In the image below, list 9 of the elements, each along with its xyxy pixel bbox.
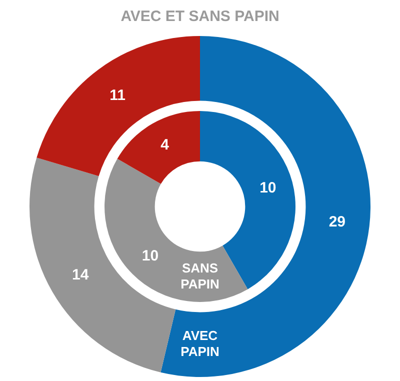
slice-label: AVEC PAPIN: [180, 328, 220, 360]
data-label: 29: [328, 214, 346, 231]
slice-label: SANS PAPIN: [180, 260, 220, 292]
data-label: 14: [72, 266, 90, 284]
data-label: 10: [260, 179, 276, 196]
chart-title: AVEC ET SANS PAPIN: [120, 8, 280, 26]
data-label: 11: [110, 86, 126, 104]
data-label: 10: [142, 247, 159, 264]
data-label: 4: [160, 136, 170, 154]
